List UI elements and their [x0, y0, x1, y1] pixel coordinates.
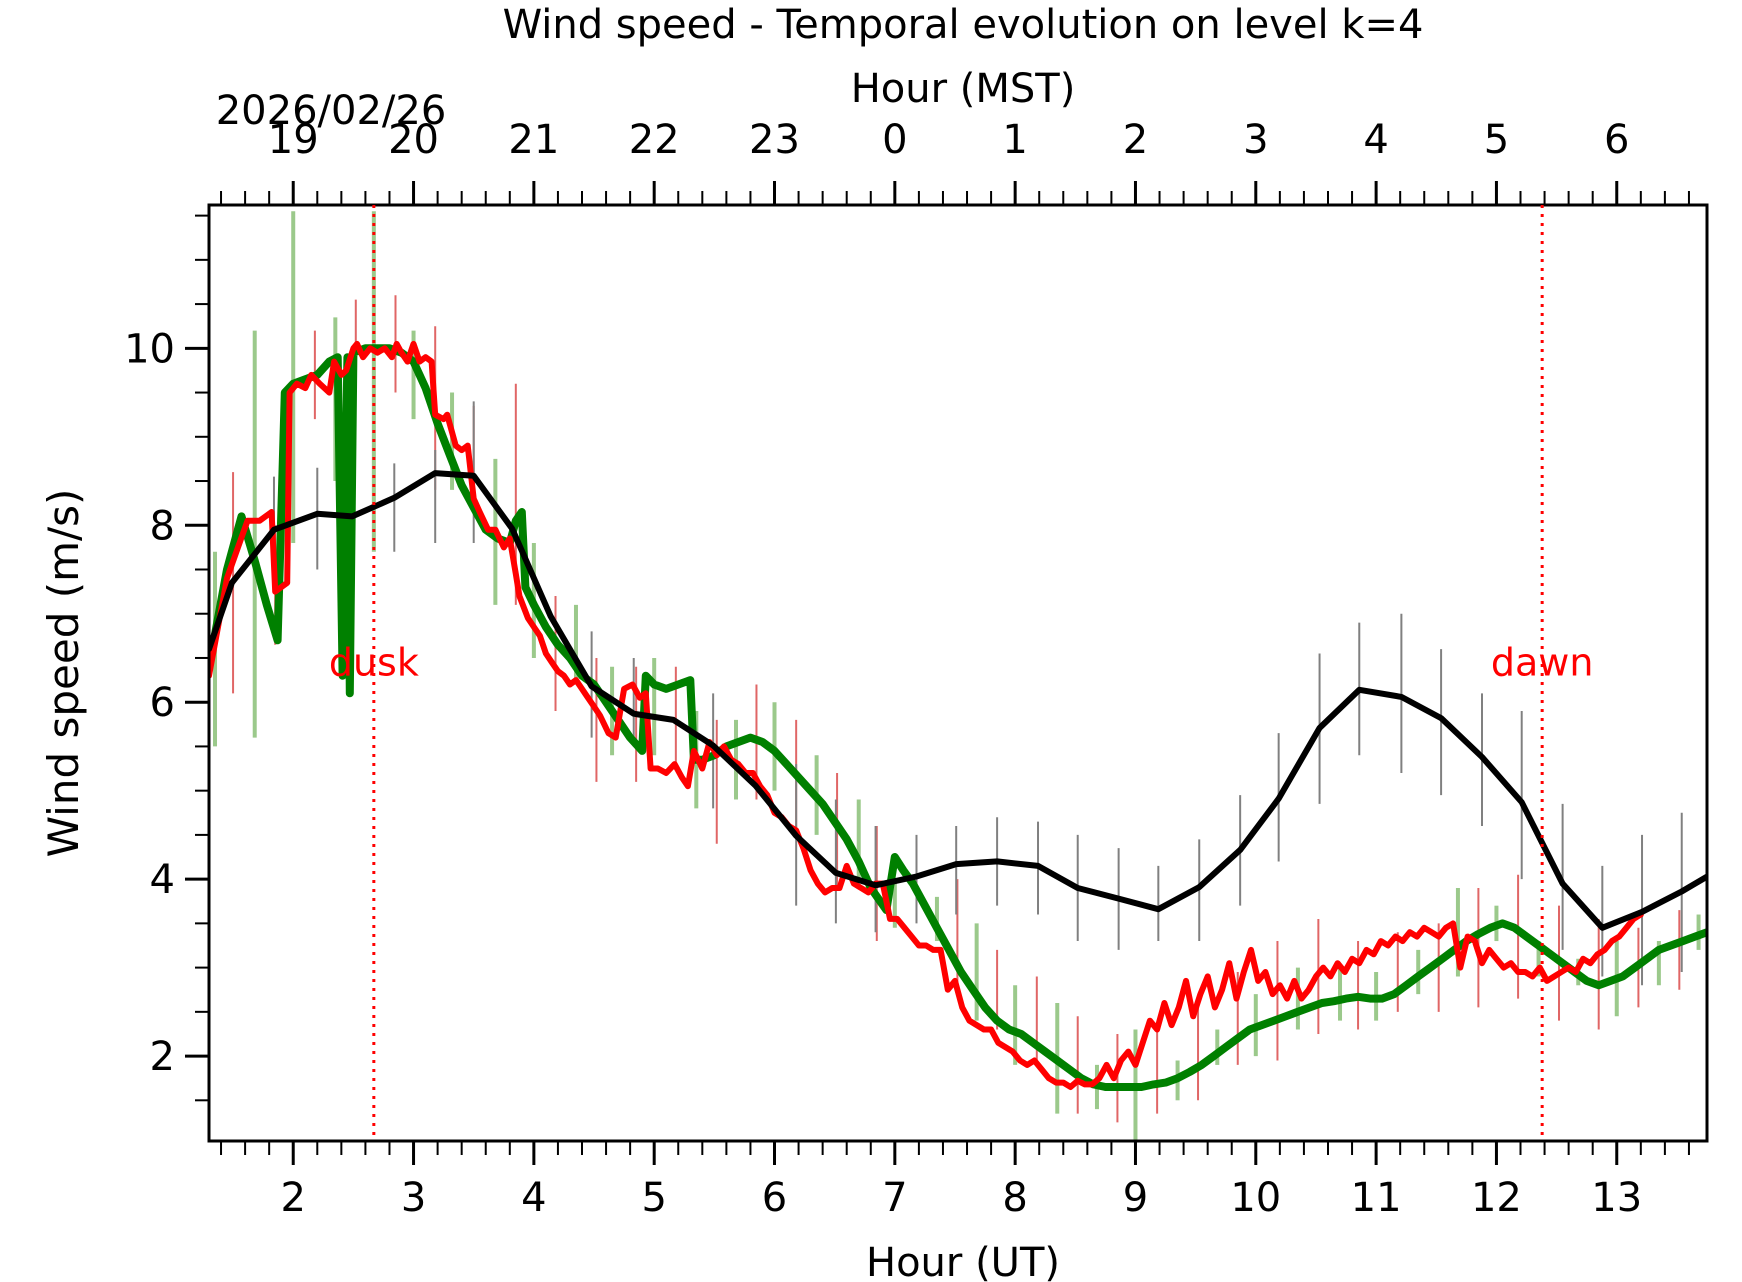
x-tick-label: 8	[1002, 1175, 1027, 1221]
x-axis-label: Hour (UT)	[866, 1240, 1060, 1282]
top-tick-label: 23	[749, 117, 800, 163]
x-tick-label: 3	[401, 1175, 426, 1221]
top-tick-label: 4	[1363, 117, 1388, 163]
x-tick-label: 9	[1123, 1175, 1148, 1221]
x-tick-label: 4	[521, 1175, 546, 1221]
y-tick-label: 6	[150, 680, 175, 726]
top-tick-label: 22	[629, 117, 680, 163]
x-tick-label: 6	[762, 1175, 787, 1221]
y-tick-label: 2	[150, 1034, 175, 1080]
series-line-model	[209, 470, 1707, 931]
series-line-observation	[209, 340, 1644, 1090]
top-tick-label: 2	[1123, 117, 1148, 163]
dusk-label: dusk	[329, 641, 419, 685]
annotations: dusk dawn	[329, 205, 1594, 1141]
top-axis-label: Hour (MST)	[851, 66, 1076, 112]
x-tick-label: 7	[882, 1175, 907, 1221]
plot-area	[209, 211, 1707, 1141]
y-tick-label: 8	[150, 503, 175, 549]
x-tick-label: 13	[1591, 1175, 1642, 1221]
top-tick-label: 19	[268, 117, 319, 163]
chart-title: Wind speed - Temporal evolution on level…	[503, 2, 1424, 48]
top-tick-label: 3	[1243, 117, 1268, 163]
x-tick-label: 11	[1351, 1175, 1402, 1221]
top-tick-label: 6	[1604, 117, 1629, 163]
y-axis-label: Wind speed (m/s)	[39, 489, 88, 858]
dawn-label: dawn	[1491, 641, 1594, 685]
top-tick-label: 20	[388, 117, 439, 163]
x-tick-label: 2	[280, 1175, 305, 1221]
x-tick-label: 10	[1230, 1175, 1281, 1221]
axes-frame	[207, 203, 1709, 1143]
series-line-observation-smoothed	[209, 344, 1707, 1091]
x-tick-label: 5	[641, 1175, 666, 1221]
date-label: 2026/02/26	[216, 88, 447, 134]
y-tick-label: 10	[124, 326, 175, 372]
top-tick-label: 0	[882, 117, 907, 163]
top-tick-label: 1	[1002, 117, 1027, 163]
x-tick-label: 12	[1471, 1175, 1522, 1221]
y-tick-label: 4	[150, 857, 175, 903]
top-tick-label: 21	[508, 117, 559, 163]
top-tick-label: 5	[1484, 117, 1509, 163]
